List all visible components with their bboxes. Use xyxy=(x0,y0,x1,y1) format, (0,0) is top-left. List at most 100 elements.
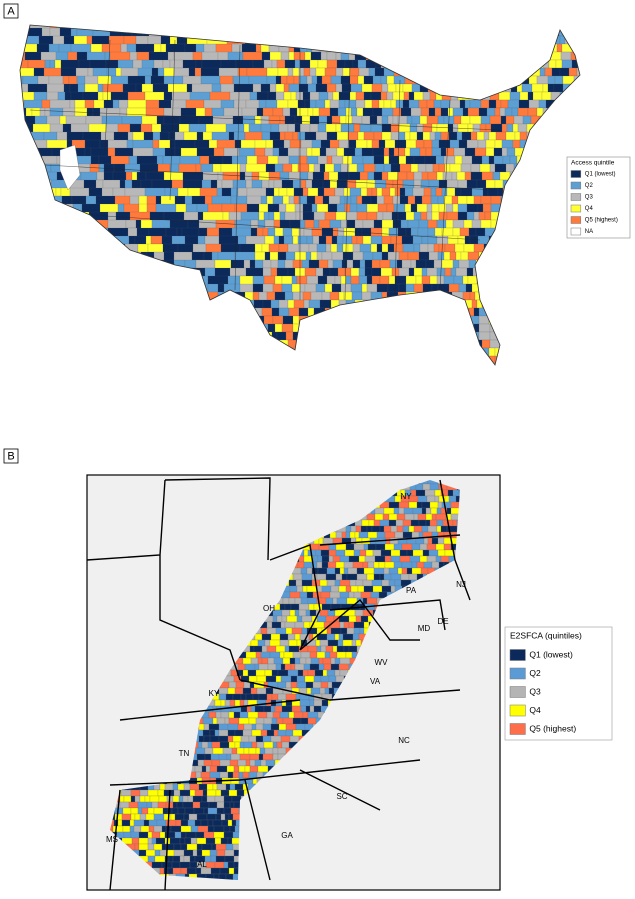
county xyxy=(431,123,438,133)
county xyxy=(273,179,283,189)
county xyxy=(260,627,268,635)
county xyxy=(407,331,419,341)
county xyxy=(402,179,415,189)
county xyxy=(265,163,276,173)
county xyxy=(457,363,470,365)
county xyxy=(43,323,61,335)
county xyxy=(313,705,322,713)
county xyxy=(545,355,553,365)
county xyxy=(536,251,544,261)
county xyxy=(421,275,431,285)
county xyxy=(385,537,391,545)
county xyxy=(421,501,431,509)
county xyxy=(457,67,470,77)
county xyxy=(501,147,508,157)
county xyxy=(343,645,350,653)
county xyxy=(271,59,278,69)
state-borders xyxy=(29,39,501,301)
county xyxy=(366,525,373,533)
county xyxy=(390,51,402,61)
county xyxy=(473,211,480,221)
county xyxy=(493,259,502,269)
county xyxy=(32,187,47,198)
county xyxy=(356,107,364,117)
county xyxy=(374,507,385,515)
county xyxy=(429,501,439,509)
county xyxy=(351,235,358,245)
county xyxy=(267,657,275,665)
county xyxy=(401,235,414,245)
county xyxy=(356,235,364,245)
county xyxy=(20,235,22,247)
county xyxy=(398,25,409,29)
county xyxy=(198,219,217,229)
county xyxy=(20,35,23,46)
county xyxy=(428,549,439,557)
county xyxy=(291,283,301,293)
county xyxy=(326,633,336,641)
county xyxy=(309,59,319,69)
county xyxy=(448,131,458,141)
county xyxy=(276,267,289,277)
county xyxy=(494,139,503,149)
county xyxy=(379,51,392,61)
county xyxy=(138,307,150,320)
county xyxy=(553,339,563,349)
county xyxy=(306,235,314,245)
county xyxy=(20,307,21,318)
county xyxy=(417,59,425,69)
county xyxy=(483,275,494,285)
county xyxy=(362,155,375,165)
county xyxy=(335,543,347,551)
county xyxy=(426,543,437,551)
county xyxy=(443,155,456,165)
county xyxy=(523,163,534,173)
county xyxy=(340,283,352,293)
county xyxy=(267,203,280,213)
county xyxy=(20,235,39,249)
county xyxy=(295,211,304,221)
county xyxy=(99,251,117,263)
county xyxy=(267,663,277,671)
county xyxy=(169,59,184,69)
county xyxy=(308,363,317,365)
county xyxy=(415,259,427,269)
county xyxy=(338,291,345,301)
county xyxy=(443,27,456,37)
county xyxy=(281,27,292,37)
county xyxy=(511,107,519,117)
county xyxy=(20,123,34,133)
county xyxy=(416,307,429,317)
county xyxy=(252,693,260,701)
county xyxy=(480,363,492,365)
county xyxy=(412,187,425,197)
county xyxy=(395,331,404,341)
county xyxy=(380,549,392,557)
county xyxy=(285,723,297,731)
county xyxy=(309,355,322,365)
county xyxy=(116,323,133,334)
county xyxy=(275,675,282,683)
county xyxy=(24,275,40,289)
county xyxy=(319,687,326,695)
county xyxy=(281,179,294,189)
county xyxy=(400,355,408,365)
county xyxy=(415,483,424,491)
county xyxy=(49,267,66,277)
county xyxy=(488,99,497,109)
county xyxy=(519,227,528,237)
county xyxy=(538,299,550,309)
county xyxy=(249,347,261,357)
county xyxy=(322,537,334,545)
county xyxy=(536,195,548,205)
county xyxy=(316,203,329,213)
county xyxy=(319,147,327,157)
county xyxy=(27,59,46,69)
county xyxy=(398,251,409,261)
county xyxy=(437,537,445,545)
county xyxy=(46,139,68,149)
county xyxy=(324,211,337,221)
county xyxy=(137,283,155,295)
county xyxy=(459,315,471,325)
county xyxy=(353,621,365,629)
